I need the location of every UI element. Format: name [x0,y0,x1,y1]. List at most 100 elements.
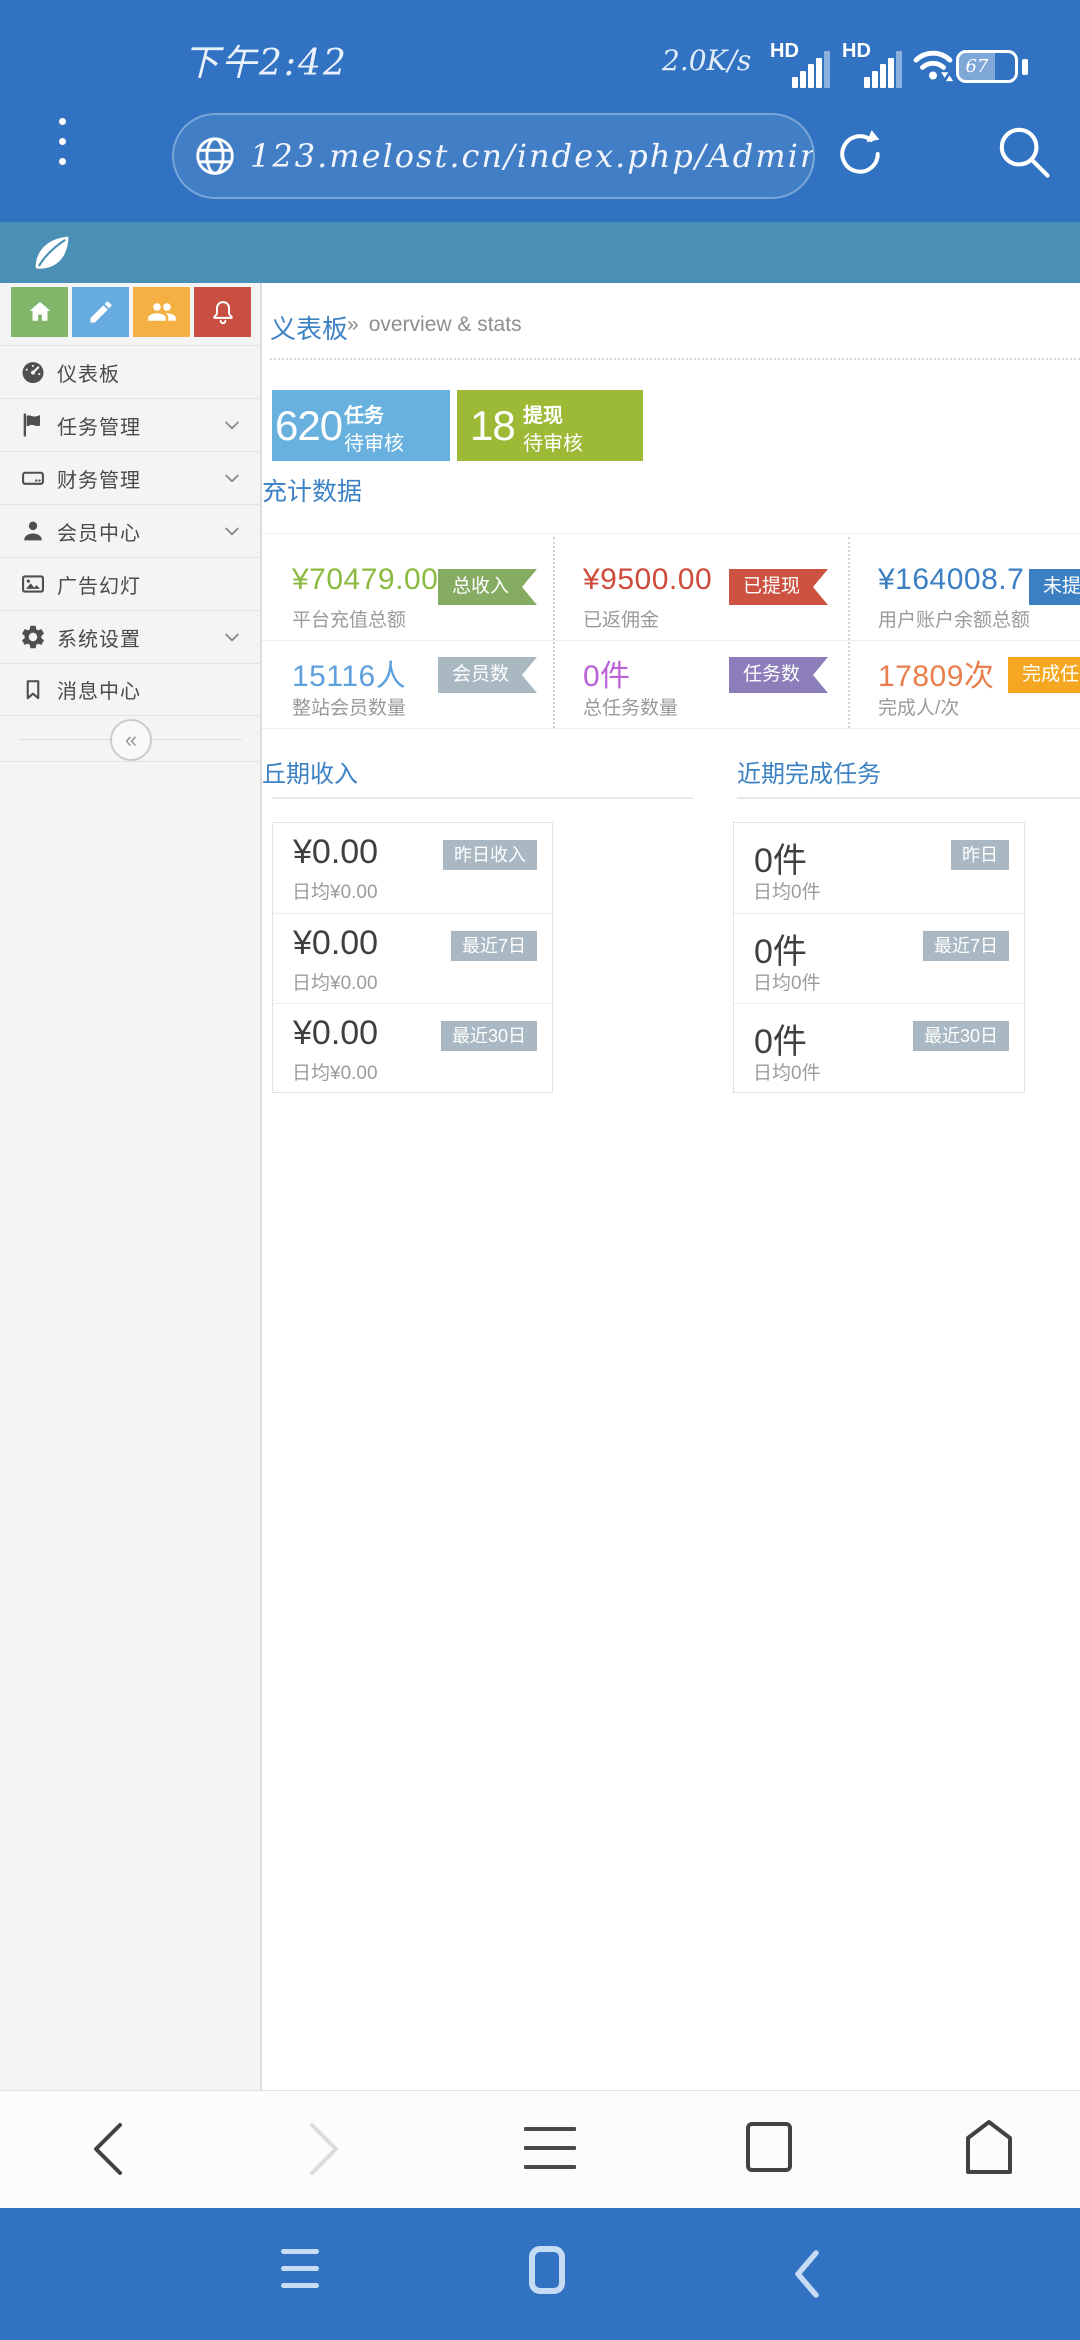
battery-percent: 67 [965,56,989,77]
sidebar-item-messages[interactable]: 消息中心 [0,663,262,716]
pending-withdrawals-box[interactable]: 18 提现 待审核 [457,390,643,461]
row-badge: 最近7日 [450,931,537,961]
sidebar-item-label: 仪表板 [57,363,120,386]
divider [737,797,1080,799]
row-badge: 昨日 [951,840,1009,870]
sidebar-collapse-button[interactable]: « [110,719,152,761]
battery-nub [1022,59,1028,75]
row-sub: 日均0件 [753,1063,821,1084]
status-time: 下午2:42 [183,43,348,84]
globe-icon [196,137,234,175]
android-back-button[interactable] [792,2250,820,2298]
stat-ribbon: 会员数 [438,657,537,693]
url-bar[interactable]: 123.melost.cn/index.php/Admin/Index/ [172,113,815,199]
divider [848,537,850,728]
row-badge: 最近7日 [922,931,1009,961]
bell-icon [212,301,233,325]
stat-withdrawn: ¥9500.00 已提现 已返佣金 [553,552,844,640]
pending-tasks-box[interactable]: 620 任务 待审核 [272,390,450,461]
chevron-down-icon [222,415,242,435]
refresh-button[interactable] [832,126,888,182]
pending-tasks-label: 任务 [344,405,384,427]
panel-row: 0件 最近30日 日均0件 [734,1003,1024,1093]
pencil-icon [90,301,112,323]
pending-tasks-count: 620 [275,402,343,449]
battery-icon: 67 [956,50,1018,83]
android-home-button[interactable] [529,2246,565,2294]
browser-forward-button[interactable] [306,2122,342,2176]
row-badge: 最近30日 [440,1021,537,1051]
stat-value: ¥9500.00 [583,563,713,596]
wifi-icon [913,50,954,82]
stat-desc: 总任务数量 [583,698,679,719]
sidebar-item-members[interactable]: 会员中心 [0,504,262,557]
breadcrumb-title[interactable]: 义表板 [270,314,349,344]
user-icon [18,516,48,546]
browser-back-button[interactable] [90,2122,126,2176]
row-value: ¥0.00 [293,924,379,962]
sidebar-item-dashboard[interactable]: 仪表板 [0,345,262,398]
leaf-logo-icon [35,236,69,269]
drive-icon [18,463,48,493]
url-text: 123.melost.cn/index.php/Admin/Index/ [250,137,813,175]
row-sub: 日均¥0.00 [292,882,378,903]
divider [272,797,693,799]
row-sub: 日均0件 [753,882,821,903]
divider [553,537,555,728]
chevron-down-icon [222,627,242,647]
image-icon [18,569,48,599]
row-sub: 日均¥0.00 [292,1063,378,1084]
stat-ribbon: 总收入 [438,569,537,605]
panel-row: ¥0.00 最近30日 日均¥0.00 [273,1003,552,1093]
stat-ribbon: 完成任务 [1008,657,1080,693]
sidebar-item-finance[interactable]: 财务管理 [0,451,262,504]
sidebar-item-label: 系统设置 [57,628,141,651]
browser-menu-button[interactable] [524,2127,576,2184]
sidebar-item-label: 财务管理 [57,469,141,492]
gear-icon [18,622,48,652]
signal-strength-icon [864,50,906,88]
bookmark-icon [18,675,48,705]
breadcrumb-separator: » [347,313,359,336]
browser-home-button[interactable] [962,2118,1016,2176]
divider [262,533,1080,534]
search-icon[interactable] [992,120,1054,182]
app-header-bar [0,222,1080,283]
sidebar-item-label: 消息中心 [57,681,141,703]
row-value: 0件 [754,933,807,971]
stat-desc: 用户账户余额总额 [878,610,1031,631]
stat-task-count: 0件 任务数 总任务数量 [553,640,844,728]
status-bar: 下午2:42 2.0K/s HD HD 67 [0,0,1080,90]
breadcrumb: » overview & stats [347,313,532,337]
sidebar-item-tasks[interactable]: 任务管理 [0,398,262,451]
stat-desc: 平台充值总额 [292,610,407,631]
signal-strength-icon [792,50,834,88]
quick-edit-button[interactable] [72,287,129,337]
sidebar-item-ad-slides[interactable]: 广告幻灯 [0,557,262,610]
row-badge: 最近30日 [912,1021,1009,1051]
quick-home-button[interactable] [11,287,68,337]
quick-members-button[interactable] [133,287,190,337]
browser-menu-icon[interactable] [52,118,72,165]
divider [262,728,1080,729]
sidebar-item-label: 会员中心 [57,522,141,545]
home-icon [29,301,50,321]
row-value: 0件 [754,842,807,880]
stat-value: 0件 [583,660,631,693]
android-menu-button[interactable] [281,2249,319,2300]
row-value: ¥0.00 [293,1014,379,1052]
stat-desc: 完成人/次 [878,698,960,719]
stats-section-title: 充计数据 [262,478,363,506]
android-nav-bar [0,2208,1080,2340]
panel-row: 0件 昨日 日均0件 [734,823,1024,913]
sidebar-item-settings[interactable]: 系统设置 [0,610,262,663]
hd-voice-icon: HD [842,40,871,62]
row-value: ¥0.00 [293,833,379,871]
divider [262,640,1080,641]
row-value: 0件 [754,1023,807,1061]
panel-row: 0件 最近7日 日均0件 [734,913,1024,1003]
quick-notifications-button[interactable] [194,287,251,337]
hd-voice-icon: HD [770,40,799,62]
row-badge: 昨日收入 [443,840,537,870]
browser-tabs-button[interactable] [746,2122,792,2172]
